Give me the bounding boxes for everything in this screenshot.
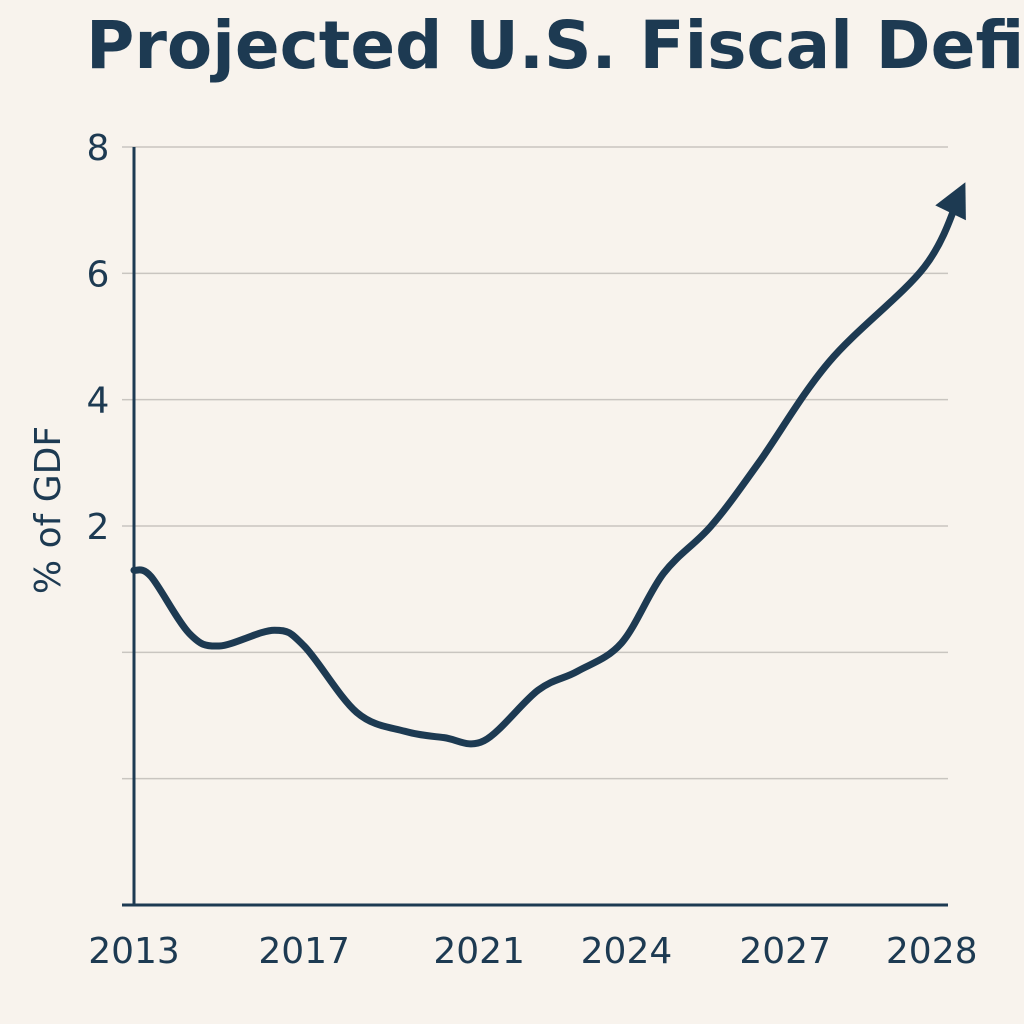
series-line-0 (130, 187, 965, 748)
arrowhead-icon (935, 182, 966, 221)
y-axis-label: % of GDF (28, 426, 69, 594)
x-tick-label: 2013 (88, 931, 180, 972)
chart-title: Projected U.S. Fiscal Deficit (86, 7, 1024, 84)
x-tick-label: 2028 (886, 931, 978, 972)
y-tick-label: 8 (87, 128, 110, 169)
y-tick-label: 6 (87, 254, 110, 295)
grid-layer (122, 146, 948, 906)
x-tick-labels: 2013 2017 2021 2024 2027 2028 (88, 931, 977, 972)
axis-layer (122, 147, 948, 907)
series-layer (130, 182, 966, 748)
y-tick-labels: 8 6 4 2 (87, 128, 110, 548)
x-tick-label: 2024 (581, 931, 673, 972)
x-tick-label: 2017 (258, 931, 350, 972)
y-tick-label: 2 (87, 507, 110, 548)
x-tick-label: 2021 (433, 931, 525, 972)
x-tick-label: 2027 (739, 931, 831, 972)
y-tick-label: 4 (87, 381, 110, 422)
